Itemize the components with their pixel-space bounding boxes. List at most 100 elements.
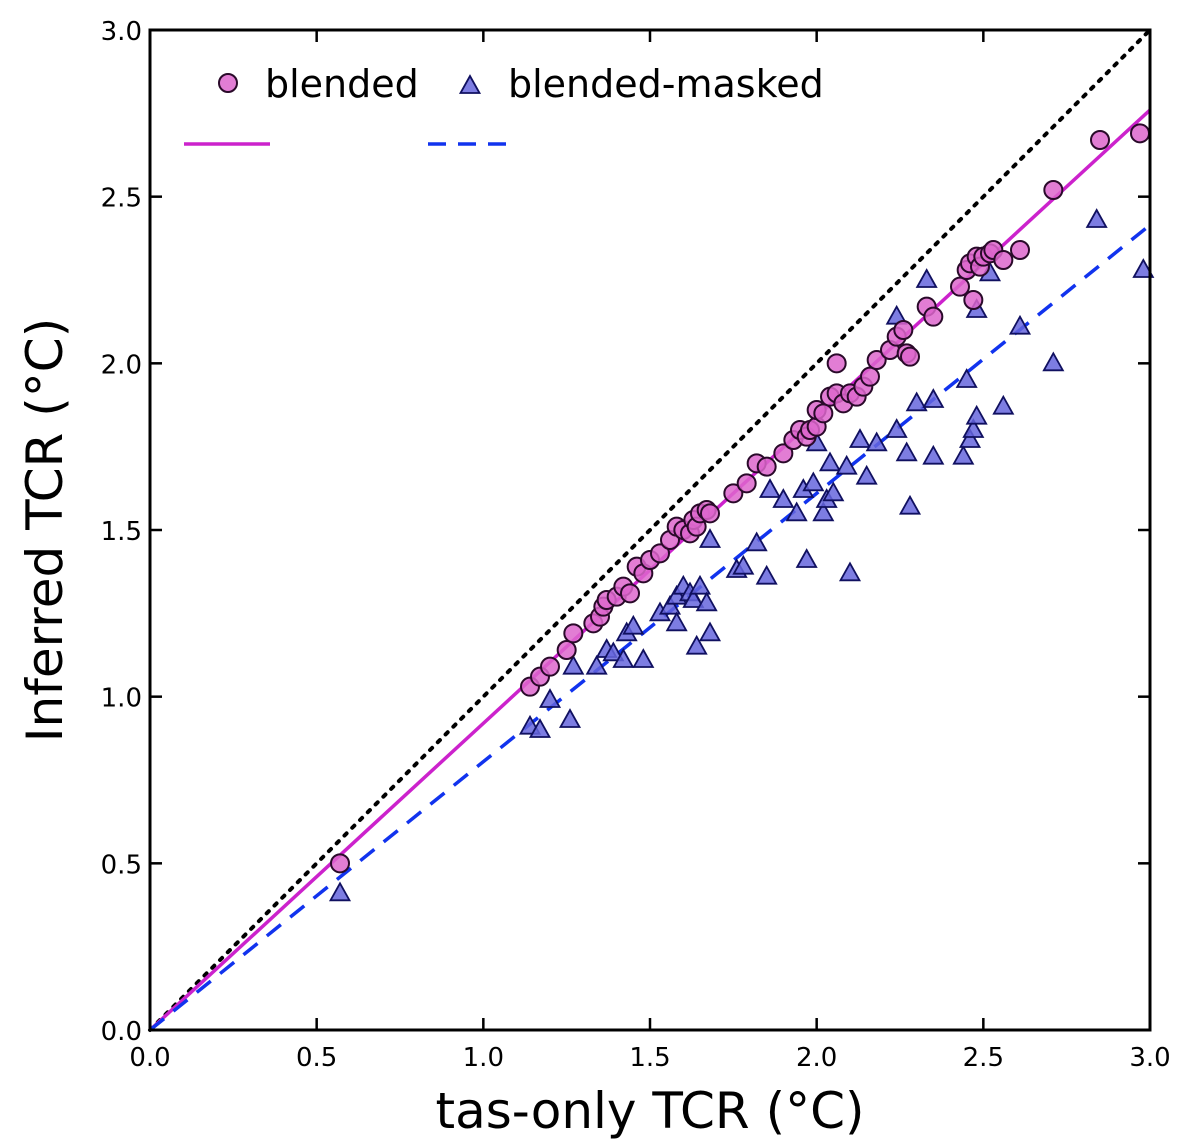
point-blended-masked (685, 634, 708, 655)
point-blended-masked (838, 561, 862, 582)
y-tick-label: 0.5 (101, 850, 142, 880)
x-tick-label: 0.5 (296, 1043, 337, 1073)
point-blended (1043, 180, 1064, 200)
point-blended (773, 443, 794, 464)
point-blended-masked (682, 588, 705, 608)
point-blended-masked (855, 464, 878, 485)
x-tick-label: 2.0 (796, 1043, 837, 1073)
x-tick-label: 0.0 (129, 1043, 170, 1073)
point-blended (540, 656, 560, 677)
point-blended-masked (955, 368, 978, 388)
point-blended-masked (848, 428, 872, 448)
point-blended-masked (688, 574, 712, 595)
point-blended-masked (898, 494, 922, 515)
line-identity (148, 28, 1152, 1032)
point-blended (1130, 123, 1150, 144)
point-blended-masked (822, 481, 845, 502)
point-blended-masked (558, 708, 582, 728)
point-blended-masked (905, 391, 928, 412)
point-blended (700, 503, 720, 524)
point-blended (723, 483, 744, 504)
y-tick-label: 2.0 (101, 350, 142, 380)
point-blended (563, 623, 584, 644)
point-blended (893, 320, 914, 340)
legend-marker-blended-masked (458, 74, 482, 94)
x-tick-label: 3.0 (1129, 1043, 1170, 1073)
point-blended-masked (758, 478, 782, 498)
point-blended (736, 473, 757, 494)
point-blended-masked (745, 531, 768, 552)
x-axis-label: tas-only TCR (°C) (435, 1082, 864, 1140)
point-blended-masked (538, 688, 562, 708)
point-blended (813, 403, 834, 424)
point-blended-masked (1132, 258, 1155, 278)
point-blended-masked (812, 501, 835, 522)
point-blended-masked (602, 641, 625, 662)
point-blended (923, 306, 944, 327)
point-blended (826, 353, 847, 374)
point-blended-masked (895, 441, 918, 462)
x-tick-label: 1.5 (629, 1043, 670, 1073)
point-blended-masked (785, 501, 808, 522)
y-tick-label: 1.0 (101, 684, 142, 714)
point-blended-masked (695, 591, 718, 612)
point-blended-masked (698, 528, 722, 548)
point-blended (860, 366, 880, 387)
legend: blended blended-masked (184, 62, 824, 146)
point-blended (963, 290, 984, 310)
point-blended-masked (1085, 208, 1108, 228)
point-blended-masked (885, 418, 908, 438)
x-tick-label: 2.5 (963, 1043, 1004, 1073)
y-tick-label: 2.5 (101, 184, 142, 214)
y-tick-label: 3.0 (101, 17, 142, 47)
point-blended-masked (818, 451, 842, 472)
point-blended-masked (658, 594, 682, 615)
point-blended (620, 583, 640, 604)
line-masked-fit (148, 223, 1152, 1032)
legend-label-blended-masked: blended-masked (508, 62, 824, 106)
point-blended (650, 543, 670, 564)
point-blended-masked (958, 428, 982, 448)
point-blended-masked (612, 648, 635, 668)
point-blended (1090, 130, 1110, 150)
point-blended (556, 640, 577, 660)
point-blended (950, 276, 970, 297)
point-blended-masked (772, 488, 795, 508)
point-blended-masked (922, 388, 945, 408)
point-blended (993, 250, 1014, 270)
point-blended-masked (732, 554, 755, 575)
point-blended-masked (528, 718, 552, 738)
point-blended (866, 350, 887, 370)
point-blended (900, 346, 920, 367)
y-tick-label: 0.0 (101, 1017, 142, 1047)
point-blended-masked (962, 418, 985, 438)
point-blended-masked (952, 444, 975, 465)
legend-label-blended: blended (265, 62, 419, 106)
point-blended-masked (802, 471, 825, 492)
point-blended-masked (922, 444, 945, 465)
x-tick-label: 1.0 (463, 1043, 504, 1073)
lines-layer (148, 28, 1152, 1032)
point-blended (330, 853, 350, 874)
point-blended-masked (795, 548, 818, 568)
point-blended-masked (1042, 351, 1065, 372)
legend-marker-blended (218, 73, 238, 93)
point-blended-masked (632, 648, 655, 668)
ticks-layer: 0.0 0.5 1.0 1.5 2.0 2.5 3.0 0.0 0.5 1.0 1.5 2.0 2.5 3… (101, 17, 1171, 1073)
point-blended-masked (698, 621, 722, 642)
point-blended-masked (835, 454, 858, 475)
point-blended-masked (622, 614, 645, 635)
point-blended-masked (665, 611, 688, 632)
point-blended-masked (915, 268, 938, 288)
point-blended-masked (1008, 314, 1032, 335)
point-blended (1010, 240, 1030, 260)
point-blended (756, 456, 777, 477)
point-blended-masked (585, 654, 608, 675)
y-tick-label: 1.5 (101, 517, 142, 547)
point-blended-masked (328, 881, 352, 902)
point-blended-masked (755, 564, 778, 585)
y-axis-label: Inferred TCR (°C) (16, 318, 74, 742)
point-blended-masked (562, 654, 585, 675)
point-blended-masked (965, 404, 988, 425)
